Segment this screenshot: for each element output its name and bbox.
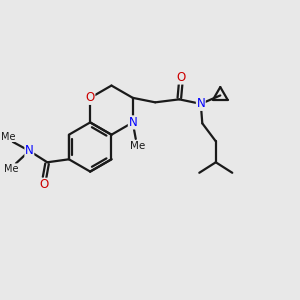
Text: N: N xyxy=(196,97,205,110)
Text: N: N xyxy=(25,144,34,158)
Text: O: O xyxy=(85,91,95,104)
Text: Me: Me xyxy=(4,164,19,174)
Text: N: N xyxy=(128,116,137,129)
Text: Me: Me xyxy=(1,131,16,142)
Text: O: O xyxy=(40,178,49,191)
Text: Me: Me xyxy=(130,141,145,152)
Text: O: O xyxy=(176,71,185,84)
